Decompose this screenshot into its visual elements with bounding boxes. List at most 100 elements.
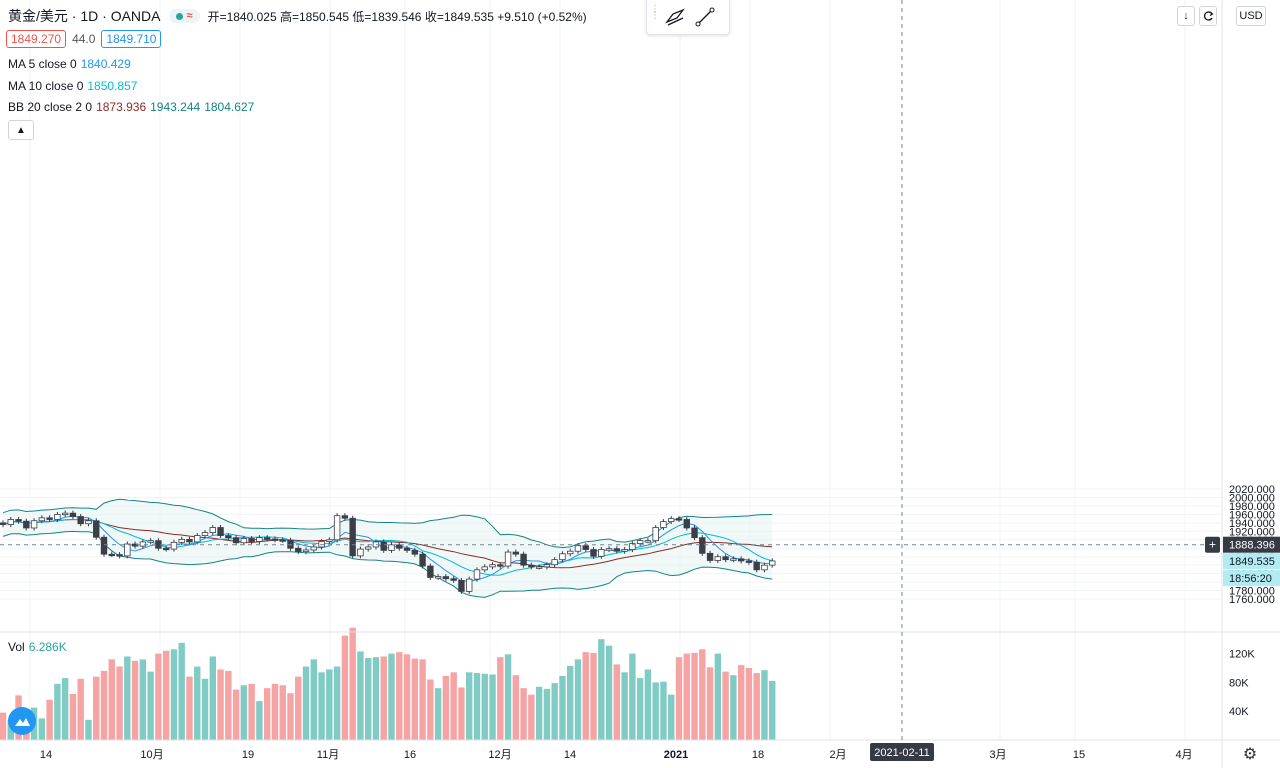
approx-icon: ≈ [186,10,193,22]
volume-bar [248,683,255,740]
collapse-legend-button[interactable]: ▲ [8,120,34,140]
candle-body [745,560,753,563]
volume-bar [0,712,7,740]
volume-bar [93,676,100,740]
tradingview-logo[interactable] [8,707,36,735]
volume-bar [450,672,457,740]
candle-body [520,553,527,566]
market-open-icon [175,12,183,20]
candle-body [116,554,123,557]
volume-bar [162,650,170,740]
candle-body [85,520,92,525]
time-tick-label: 3月 [989,749,1006,761]
candle-body [567,550,574,555]
volume-bar [489,674,496,740]
market-status-badge[interactable]: ≈ [168,9,200,23]
volume-bar [613,664,621,740]
volume-tick-label: 120K [1229,649,1255,661]
last-price-box [1223,553,1280,570]
candle-body [178,538,185,543]
currency-label: USD [1239,10,1263,22]
volume-bar [194,666,201,740]
trend-line-tool-button[interactable] [690,2,720,32]
candle-body [46,517,53,520]
drag-handle-icon[interactable]: ⋮ ⋮ [650,4,660,21]
symbol-title[interactable]: 黄金/美元 · 1D · OANDA [8,8,161,24]
volume-tick-label: 80K [1229,677,1249,689]
volume-bar [61,678,69,740]
refresh-button[interactable] [1199,6,1217,26]
candle-body [38,517,46,522]
candle-body [652,527,659,542]
volume-bar [512,675,520,740]
crosshair-date-label: 2021-02-11 [874,747,929,759]
buy-button[interactable]: 1849.710 [101,30,162,48]
time-tick-label: 14 [564,749,576,761]
volume-bar [108,659,115,740]
volume-bar [567,665,574,740]
candle-body [481,566,488,571]
volume-bar [124,656,131,740]
drawing-toolbar: ⋮ ⋮ [646,0,730,35]
volume-bar [232,689,240,740]
candle-body [271,538,279,541]
volume-bar [38,718,46,740]
volume-bar [590,652,597,740]
pattern-tool-button[interactable] [660,2,690,32]
cloud-logo-icon [15,718,30,726]
candle-body [535,566,543,569]
candle-body [543,564,551,568]
volume-bar [668,694,675,740]
volume-bar [225,670,232,740]
crosshair-plus-button [1205,536,1220,553]
price-tick-label: 1780.000 [1229,586,1275,598]
candle-body [7,519,14,525]
volume-bar [178,642,185,740]
candle-body [69,512,77,517]
open-value: =1840.025 [219,9,277,24]
volume-bar [598,639,605,740]
spread-value: 44.0 [72,32,96,46]
scroll-down-button[interactable]: ↓ [1177,6,1195,26]
currency-button[interactable]: USD [1236,6,1266,26]
ma10-legend[interactable]: MA 10 close 0 1850.857 [8,79,137,93]
bb-lower-value: 1804.627 [204,100,255,114]
candle-body [201,532,209,536]
volume-bar [77,678,84,740]
volume-bar [85,719,92,740]
candle-body [403,547,411,551]
candle-body [737,558,745,562]
settings-button[interactable]: ⚙ [1240,745,1260,763]
volume-legend[interactable]: Vol 6.286K [8,640,67,654]
price-tick-label: 2000.000 [1229,493,1275,505]
ma10-line [2,519,773,576]
candle-body [551,559,558,566]
bb-basis-value: 1873.936 [96,100,147,114]
ma5-legend[interactable]: MA 5 close 0 1840.429 [8,57,131,71]
bb-legend[interactable]: BB 20 close 2 0 1873.936 1943.244 1804.627 [8,100,254,114]
candle-body [310,546,317,551]
candle-body [621,549,628,552]
volume-bar [582,652,589,740]
candle-body [217,527,224,536]
volume-bar [497,657,504,740]
volume-bar [240,685,248,740]
time-tick-label: 15 [1073,749,1085,761]
candle-body [574,545,582,552]
candle-body [528,564,535,568]
candle-body [559,553,566,561]
high-value: =1850.545 [291,9,350,24]
candle-body [644,540,652,543]
candle-body [660,521,667,528]
volume-bar [131,660,139,740]
bb-upper-line [2,498,773,549]
volume-bar [629,653,636,740]
price-tick-label: 1980.000 [1229,501,1275,513]
arrow-down-icon: ↓ [1183,10,1189,22]
price-tick-label: 1760.000 [1229,594,1275,606]
candle-body [411,549,419,555]
candle-body [232,537,240,544]
candle-body [139,541,147,547]
sell-button[interactable]: 1849.270 [6,30,67,48]
